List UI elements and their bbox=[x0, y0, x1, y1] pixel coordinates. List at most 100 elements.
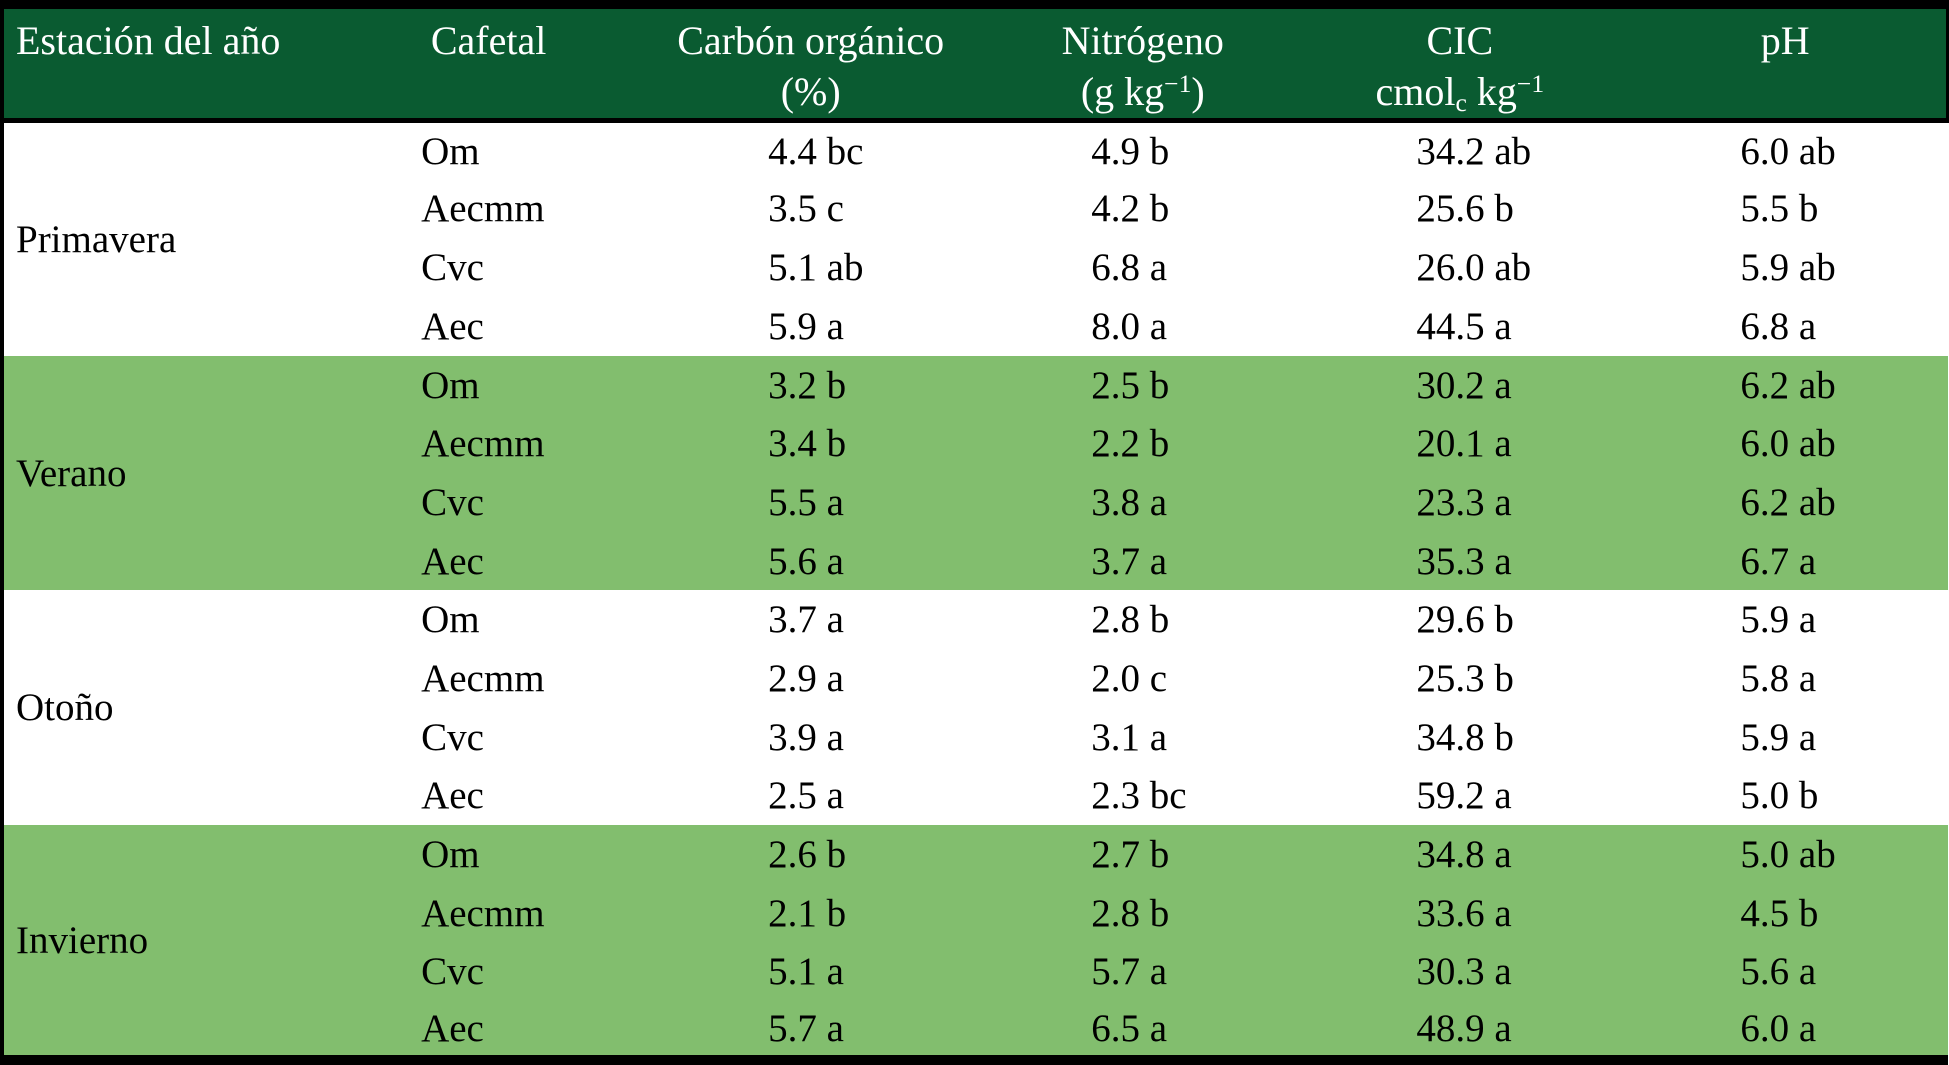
nitrogen-cell: 8.0 a bbox=[1091, 304, 1168, 348]
carbon-cell: 3.7 a bbox=[768, 598, 844, 642]
cafetal-cell: Om bbox=[421, 363, 480, 407]
ph-cell: 5.9 a bbox=[1740, 715, 1817, 759]
nitrogen-cell: 3.8 a bbox=[1091, 480, 1168, 524]
cic-cell: 33.6 a bbox=[1416, 891, 1512, 935]
cic-cell: 30.3 a bbox=[1416, 950, 1512, 994]
carbon-cell: 2.1 b bbox=[768, 891, 847, 935]
col-header-carbon-organico: Carbón orgánico (%) bbox=[662, 4, 993, 124]
cic-cell: 25.3 b bbox=[1416, 656, 1514, 700]
ph-cell: 6.8 a bbox=[1740, 304, 1817, 348]
season-cell: Otoño bbox=[16, 686, 114, 730]
nitrogen-cell: 2.7 b bbox=[1091, 833, 1170, 877]
cafetal-cell: Cvc bbox=[421, 246, 484, 290]
carbon-cell: 2.5 a bbox=[768, 774, 844, 818]
table-row: Aecmm 2.1 b 2.8 b 33.6 a 4.5 b bbox=[2, 884, 1948, 943]
table-row: Aecmm 2.9 a 2.0 c 25.3 b 5.8 a bbox=[2, 649, 1948, 708]
season-group-otono: Otoño Om 3.7 a 2.8 b 29.6 b 5.9 a Aecmm … bbox=[2, 590, 1948, 826]
nitrogen-cell: 4.9 b bbox=[1091, 129, 1170, 173]
carbon-cell: 3.2 b bbox=[768, 363, 847, 407]
carbon-cell: 5.1 a bbox=[768, 950, 844, 994]
table-row: Cvc 3.9 a 3.1 a 34.8 b 5.9 a bbox=[2, 708, 1948, 767]
carbon-cell: 3.9 a bbox=[768, 715, 844, 759]
cic-cell: 29.6 b bbox=[1416, 598, 1514, 642]
cafetal-cell: Aecmm bbox=[421, 891, 545, 935]
table-row: Aecmm 3.5 c 4.2 b 25.6 b 5.5 b bbox=[2, 180, 1948, 239]
ph-cell: 5.0 b bbox=[1740, 774, 1819, 818]
cic-cell: 34.8 b bbox=[1416, 715, 1514, 759]
ph-cell: 5.9 ab bbox=[1740, 246, 1836, 290]
ph-cell: 6.7 a bbox=[1740, 539, 1817, 583]
cafetal-cell: Aec bbox=[421, 774, 484, 818]
unit-open: (g kg bbox=[1080, 69, 1165, 115]
ph-cell: 5.8 a bbox=[1740, 656, 1817, 700]
season-group-verano: Verano Om 3.2 b 2.5 b 30.2 a 6.2 ab Aecm… bbox=[2, 355, 1948, 591]
unit-close: ) bbox=[1191, 69, 1205, 115]
cic-cell: 35.3 a bbox=[1416, 539, 1512, 583]
ph-cell: 6.0 a bbox=[1740, 1006, 1817, 1050]
carbon-cell: 4.4 bc bbox=[768, 129, 864, 173]
table-header: Estación del año Cafetal Carbón orgánico… bbox=[2, 4, 1949, 124]
season-group-invierno: Invierno Om 2.6 b 2.7 b 34.8 a 5.0 ab Ae… bbox=[2, 825, 1948, 1060]
cafetal-cell: Cvc bbox=[421, 480, 484, 524]
carbon-cell: 5.9 a bbox=[768, 304, 844, 348]
header-row: Estación del año Cafetal Carbón orgánico… bbox=[2, 4, 1949, 124]
ph-cell: 4.5 b bbox=[1740, 891, 1819, 935]
season-cell: Verano bbox=[16, 451, 127, 495]
cic-cell: 44.5 a bbox=[1416, 304, 1512, 348]
unit-mid: kg bbox=[1466, 69, 1517, 115]
header-carbon-unit: (%) bbox=[780, 69, 841, 115]
nitrogen-cell: 2.5 b bbox=[1091, 363, 1170, 407]
cic-cell: 59.2 a bbox=[1416, 774, 1512, 818]
table-row: Invierno Om 2.6 b 2.7 b 34.8 a 5.0 ab bbox=[2, 825, 1948, 962]
nitrogen-cell: 2.8 b bbox=[1091, 891, 1170, 935]
ph-cell: 6.0 ab bbox=[1740, 422, 1836, 466]
carbon-cell: 5.1 ab bbox=[768, 246, 864, 290]
season-cell: Invierno bbox=[16, 918, 149, 962]
season-group-primavera: Primavera Om 4.4 bc 4.9 b 34.2 ab 6.0 ab… bbox=[2, 120, 1948, 356]
cafetal-cell: Om bbox=[421, 129, 480, 173]
table-row: Aec 5.6 a 3.7 a 35.3 a 6.7 a bbox=[2, 532, 1948, 591]
header-carbon-line1: Carbón orgánico bbox=[677, 18, 945, 63]
col-header-nitrogeno: Nitrógeno (g kg−1) bbox=[992, 4, 1333, 124]
header-nitrogen-unit: (g kg−1) bbox=[993, 66, 1292, 117]
carbon-cell: 5.5 a bbox=[768, 480, 844, 524]
nitrogen-cell: 3.7 a bbox=[1091, 539, 1168, 583]
cafetal-cell: Aec bbox=[421, 304, 484, 348]
table-row: Cvc 5.5 a 3.8 a 23.3 a 6.2 ab bbox=[2, 473, 1948, 532]
nitrogen-cell: 3.1 a bbox=[1091, 715, 1168, 759]
ph-cell: 6.0 ab bbox=[1740, 129, 1836, 173]
ph-cell: 5.6 a bbox=[1740, 950, 1817, 994]
cafetal-cell: Om bbox=[421, 833, 480, 877]
carbon-cell: 5.7 a bbox=[768, 1006, 844, 1050]
unit-subscript: c bbox=[1455, 87, 1467, 117]
cic-cell: 34.2 ab bbox=[1416, 129, 1532, 173]
cic-cell: 48.9 a bbox=[1416, 1006, 1512, 1050]
unit-base: cmol bbox=[1375, 69, 1456, 115]
cafetal-cell: Cvc bbox=[421, 715, 484, 759]
carbon-cell: 2.9 a bbox=[768, 656, 844, 700]
season-cell: Primavera bbox=[16, 218, 177, 262]
cic-cell: 26.0 ab bbox=[1416, 246, 1532, 290]
unit-superscript: −1 bbox=[1164, 68, 1192, 98]
ph-cell: 6.2 ab bbox=[1740, 363, 1836, 407]
col-header-ph: pH bbox=[1662, 4, 1949, 124]
table-row: Aec 5.7 a 6.5 a 48.9 a 6.0 a bbox=[2, 1001, 1948, 1060]
carbon-cell: 3.5 c bbox=[768, 187, 844, 231]
cafetal-cell: Aecmm bbox=[421, 656, 545, 700]
nitrogen-cell: 5.7 a bbox=[1091, 950, 1168, 994]
ph-cell: 5.5 b bbox=[1740, 187, 1819, 231]
ph-cell: 5.9 a bbox=[1740, 598, 1817, 642]
cafetal-cell: Aecmm bbox=[421, 187, 545, 231]
table-row: Cvc 5.1 ab 6.8 a 26.0 ab 5.9 ab bbox=[2, 238, 1948, 297]
table-row: Aec 5.9 a 8.0 a 44.5 a 6.8 a bbox=[2, 297, 1948, 356]
cafetal-cell: Cvc bbox=[421, 950, 484, 994]
carbon-cell: 5.6 a bbox=[768, 539, 844, 583]
carbon-cell: 2.6 b bbox=[768, 833, 847, 877]
unit-superscript: −1 bbox=[1516, 68, 1545, 98]
cafetal-cell: Aec bbox=[421, 539, 484, 583]
col-header-cafetal: Cafetal bbox=[338, 4, 663, 124]
nitrogen-cell: 4.2 b bbox=[1091, 187, 1170, 231]
ph-cell: 5.0 ab bbox=[1740, 833, 1836, 877]
table-row: Primavera Om 4.4 bc 4.9 b 34.2 ab 6.0 ab bbox=[2, 121, 1948, 261]
